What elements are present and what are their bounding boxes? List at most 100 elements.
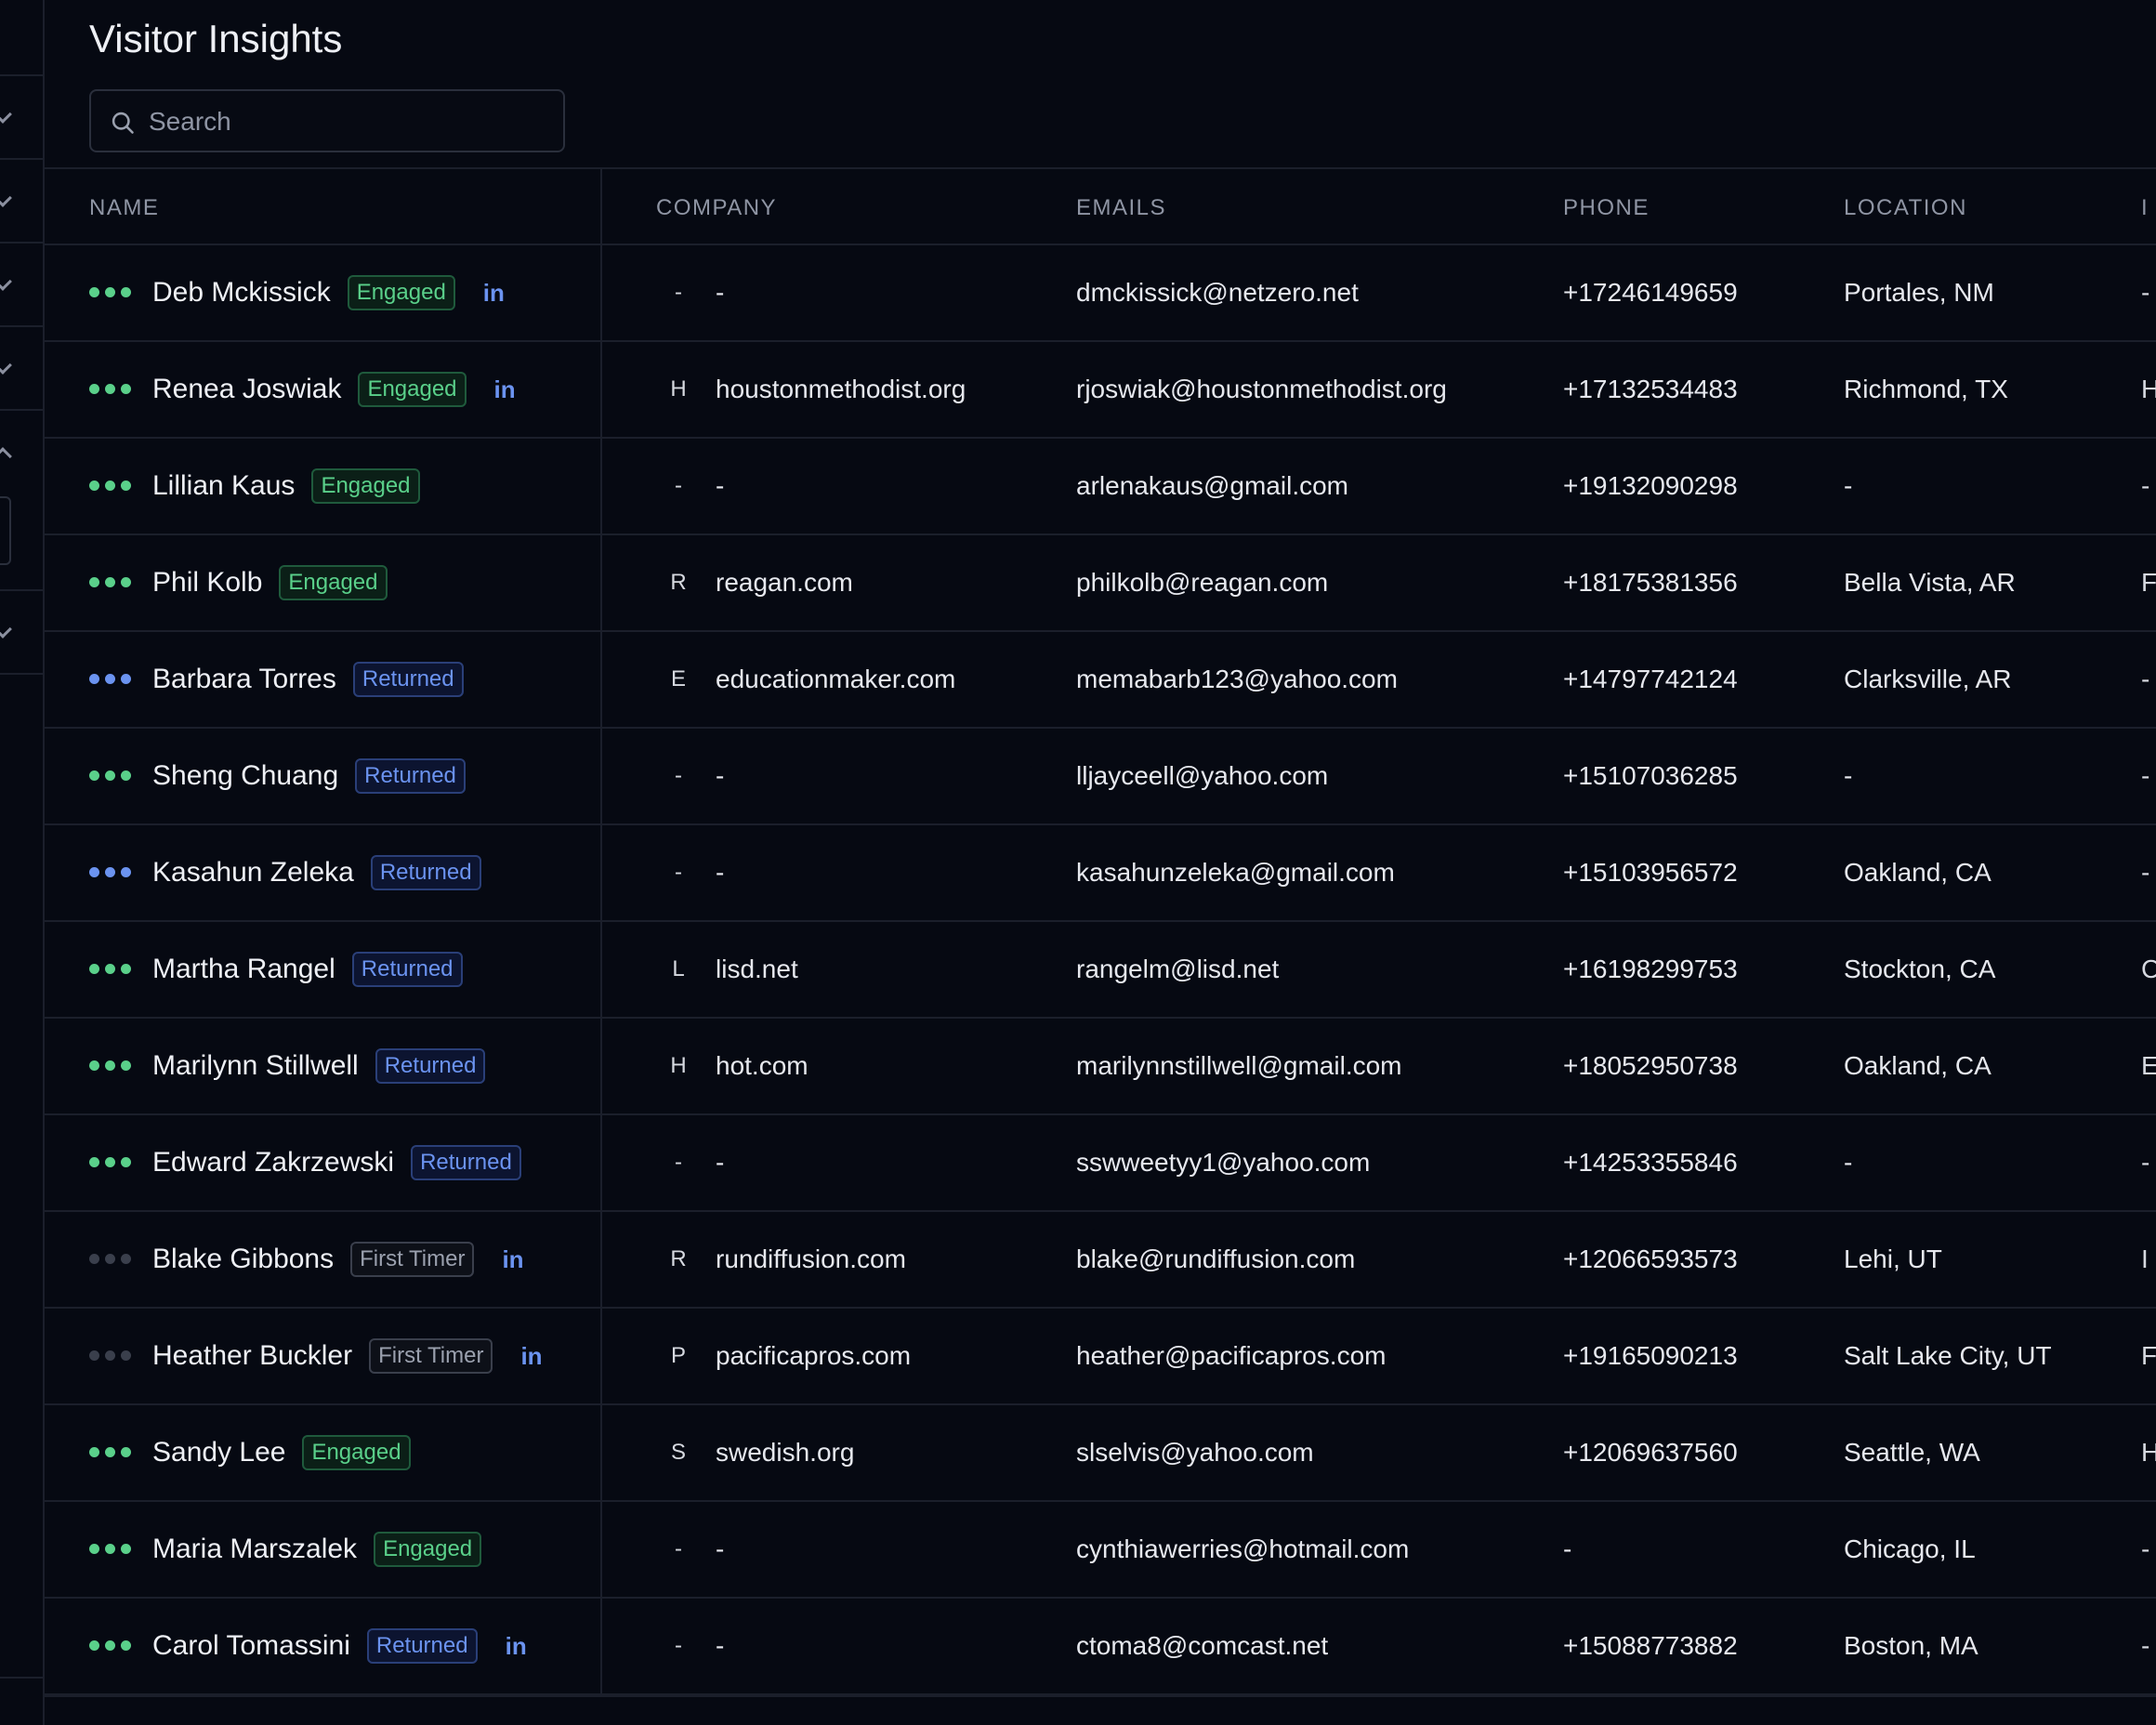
header-phone[interactable]: PHONE	[1563, 195, 1650, 220]
main-content: Visitor Insights NAME COMPANY EMAILS PHO…	[45, 0, 2156, 1725]
linkedin-icon[interactable]: in	[520, 1341, 543, 1370]
visitor-name[interactable]: Renea Joswiak	[152, 374, 342, 404]
header-location[interactable]: LOCATION	[1844, 195, 1967, 220]
status-badge: Engaged	[279, 565, 388, 600]
company-cell: houstonmethodist.org	[716, 375, 966, 403]
email-cell: lljayceell@yahoo.com	[1076, 761, 1329, 790]
header-extra[interactable]: I	[2141, 195, 2149, 220]
activity-dots-icon	[89, 1157, 132, 1168]
extra-cell: E	[2141, 1019, 2156, 1113]
column-divider[interactable]	[600, 169, 602, 1708]
table-row[interactable]: Lillian Kaus Engaged - - arlenakaus@gmail.co…	[45, 439, 2156, 535]
location-cell: -	[1844, 761, 1853, 790]
company-initial: -	[675, 473, 682, 498]
visitor-name[interactable]: Marilynn Stillwell	[152, 1050, 359, 1081]
location-cell: Boston, MA	[1844, 1631, 1979, 1660]
visitor-name[interactable]: Martha Rangel	[152, 954, 335, 984]
visitor-name[interactable]: Kasahun Zeleka	[152, 857, 354, 888]
extra-cell: -	[2141, 471, 2150, 500]
visitor-name[interactable]: Deb Mckissick	[152, 277, 331, 308]
linkedin-icon[interactable]: in	[482, 278, 505, 307]
table-row[interactable]: Edward Zakrzewski Returned - - sswweetyy1@ya…	[45, 1115, 2156, 1212]
name-cell: Lillian Kaus Engaged	[152, 439, 420, 533]
sidebar-item[interactable]	[0, 244, 43, 327]
name-cell: Phil Kolb Engaged	[152, 535, 388, 630]
linkedin-icon[interactable]: in	[493, 375, 516, 403]
sidebar-item[interactable]	[0, 0, 43, 76]
table-row[interactable]: Carol Tomassini Returned in - - ctoma8@comcas…	[45, 1599, 2156, 1695]
company-cell: lisd.net	[716, 955, 798, 983]
extra-cell: -	[2141, 278, 2150, 307]
email-cell: rangelm@lisd.net	[1076, 955, 1280, 983]
visitor-name[interactable]: Blake Gibbons	[152, 1244, 335, 1274]
sidebar-subitem[interactable]	[0, 496, 11, 565]
company-initial: -	[675, 860, 682, 885]
phone-cell: +15103956572	[1563, 858, 1738, 887]
activity-dots-icon	[89, 674, 132, 685]
phone-cell: +16198299753	[1563, 955, 1738, 983]
sidebar-item[interactable]	[0, 160, 43, 244]
visitor-name[interactable]: Phil Kolb	[152, 567, 263, 598]
location-cell: Oakland, CA	[1844, 1051, 1992, 1080]
location-cell: Lehi, UT	[1844, 1244, 1942, 1273]
phone-cell: +18052950738	[1563, 1051, 1738, 1080]
visitor-name[interactable]: Carol Tomassini	[152, 1630, 350, 1661]
sidebar-item[interactable]	[0, 76, 43, 160]
name-cell: Sandy Lee Engaged	[152, 1405, 411, 1500]
visitor-name[interactable]: Edward Zakrzewski	[152, 1147, 395, 1178]
phone-cell: +15088773882	[1563, 1631, 1738, 1660]
name-cell: Renea Joswiak Engaged in	[152, 342, 516, 437]
status-badge: Engaged	[302, 1435, 411, 1470]
activity-dots-icon	[89, 1254, 132, 1265]
sidebar-item[interactable]	[0, 591, 43, 675]
table-row[interactable]: Maria Marszalek Engaged - - cynthiawerries@h…	[45, 1502, 2156, 1599]
search-box[interactable]	[89, 89, 565, 152]
horizontal-scrollbar[interactable]	[45, 1695, 2156, 1710]
company-initial: E	[670, 666, 686, 691]
visitor-name[interactable]: Lillian Kaus	[152, 470, 296, 501]
extra-cell: C	[2141, 922, 2156, 1017]
company-initial: L	[672, 956, 685, 981]
activity-dots-icon	[89, 964, 132, 975]
linkedin-icon[interactable]: in	[502, 1244, 524, 1273]
email-cell: slselvis@yahoo.com	[1076, 1438, 1314, 1467]
extra-cell: -	[2141, 858, 2150, 887]
header-emails[interactable]: EMAILS	[1076, 195, 1167, 220]
name-cell: Kasahun Zeleka Returned	[152, 825, 481, 920]
name-cell: Sheng Chuang Returned	[152, 729, 466, 823]
status-badge: Returned	[355, 758, 466, 794]
activity-dots-icon	[89, 867, 132, 878]
header-company[interactable]: COMPANY	[656, 195, 778, 220]
activity-dots-icon	[89, 1350, 132, 1362]
name-cell: Heather Buckler First Timer in	[152, 1309, 543, 1403]
company-initial: -	[675, 1150, 682, 1175]
search-input[interactable]	[149, 99, 548, 145]
visitor-name[interactable]: Sandy Lee	[152, 1437, 286, 1468]
visitor-name[interactable]: Barbara Torres	[152, 664, 336, 694]
table-row[interactable]: Kasahun Zeleka Returned - - kasahunzeleka@gm…	[45, 825, 2156, 922]
chevron-down-icon	[0, 189, 12, 207]
location-cell: Portales, NM	[1844, 278, 1994, 307]
table-row[interactable]: Sheng Chuang Returned - - lljayceell@yahoo.c…	[45, 729, 2156, 825]
visitor-name[interactable]: Sheng Chuang	[152, 760, 339, 791]
chevron-down-icon	[0, 356, 12, 375]
sidebar-item[interactable]	[0, 327, 43, 411]
visitor-name[interactable]: Maria Marszalek	[152, 1534, 358, 1564]
sidebar-item-expanded[interactable]	[0, 411, 43, 591]
linkedin-icon[interactable]: in	[505, 1631, 527, 1660]
company-cell: -	[716, 1148, 725, 1177]
location-cell: Clarksville, AR	[1844, 665, 2012, 693]
table-row[interactable]: Deb Mckissick Engaged in - - dmckissick@netze…	[45, 245, 2156, 342]
header-name[interactable]: NAME	[89, 195, 160, 220]
phone-cell: +12066593573	[1563, 1244, 1738, 1273]
status-badge: Returned	[370, 855, 481, 890]
visitor-name[interactable]: Heather Buckler	[152, 1340, 353, 1371]
